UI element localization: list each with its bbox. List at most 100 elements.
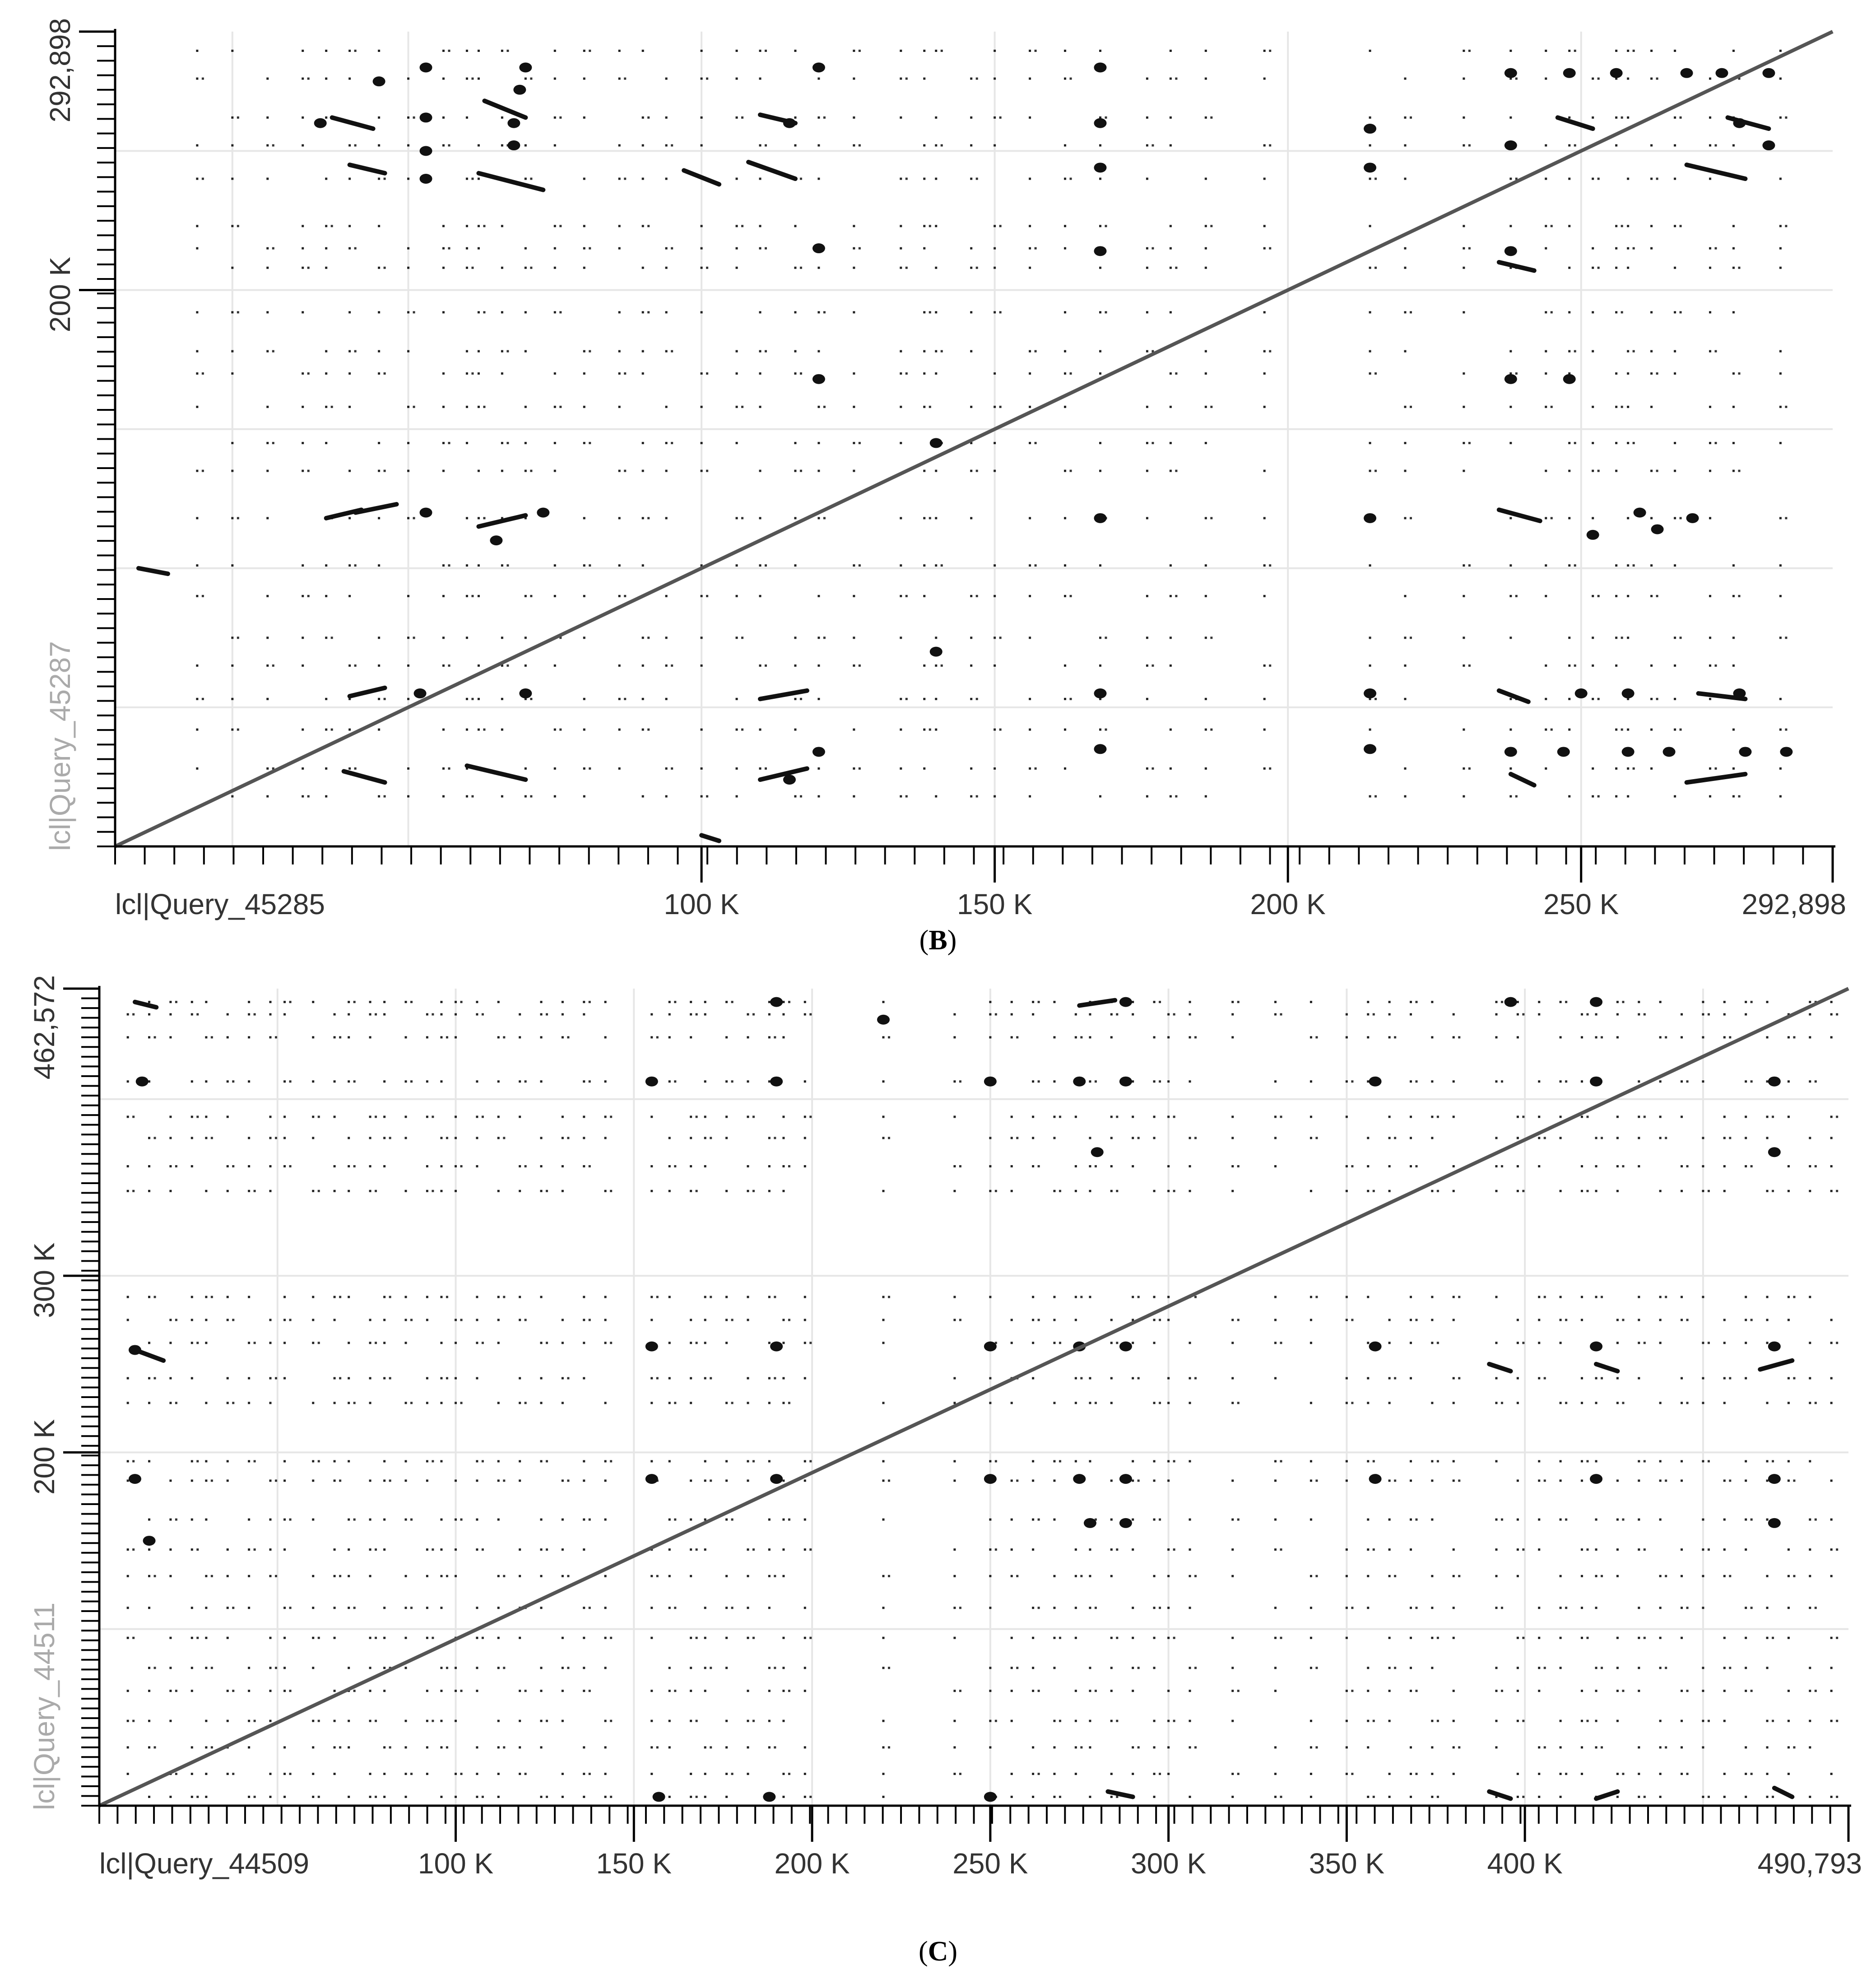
alignment-dot	[809, 1013, 812, 1016]
alignment-dot	[1543, 1746, 1546, 1749]
alignment-dot	[231, 116, 234, 119]
alignment-dot	[900, 795, 902, 798]
alignment-dot	[900, 697, 902, 700]
alignment-dot	[442, 144, 445, 147]
alignment-dot	[1779, 441, 1782, 444]
alignment-dot	[274, 1479, 277, 1482]
alignment-dot	[1410, 1773, 1412, 1775]
alignment-dot	[665, 144, 668, 147]
alignment-dot	[940, 50, 943, 52]
alignment-dot	[725, 1319, 728, 1321]
alignment-dot	[1167, 1013, 1170, 1016]
alignment-dot	[1468, 247, 1471, 250]
alignment-dot	[1074, 1296, 1077, 1298]
alignment-dot	[809, 1115, 812, 1118]
alignment-dot	[503, 1746, 506, 1749]
alignment-dot	[232, 1773, 235, 1775]
alignment-dot	[1627, 116, 1630, 119]
alignment-dot	[970, 795, 973, 798]
alignment-dot	[1595, 1013, 1597, 1016]
alignment-dot	[455, 1165, 457, 1168]
alignment-dot	[1616, 1137, 1619, 1139]
match-blob	[419, 173, 432, 184]
alignment-dot	[269, 1636, 272, 1639]
alignment-dot	[1509, 50, 1512, 52]
alignment-dot	[1830, 1690, 1833, 1692]
match-blob	[1364, 744, 1377, 754]
alignment-dot	[1702, 1607, 1704, 1609]
alignment-dot	[1707, 1548, 1710, 1551]
alignment-dot	[817, 311, 820, 314]
match-blob	[1504, 374, 1517, 384]
alignment-dot	[1595, 1189, 1597, 1192]
alignment-dot	[1515, 372, 1518, 375]
alignment-dot	[1153, 1518, 1156, 1521]
alignment-dot	[348, 350, 351, 353]
alignment-dot	[476, 1001, 478, 1004]
alignment-dot	[1152, 247, 1154, 250]
alignment-dot	[1053, 1080, 1056, 1083]
alignment-dot	[1404, 247, 1407, 250]
alignment-dot	[989, 1667, 992, 1669]
alignment-dot	[383, 1690, 386, 1692]
alignment-dot	[803, 1479, 806, 1482]
alignment-dot	[506, 50, 509, 52]
alignment-dot	[205, 1080, 208, 1083]
alignment-dot	[1053, 1746, 1056, 1749]
alignment-dot	[1152, 767, 1154, 770]
alignment-dot	[1053, 1001, 1056, 1004]
alignment-dot	[1388, 1342, 1391, 1344]
alignment-dot	[1345, 1548, 1348, 1551]
alignment-dot	[1659, 1746, 1662, 1749]
alignment-dot	[1452, 1377, 1455, 1380]
alignment-dot	[1766, 1036, 1769, 1039]
alignment-dot	[1659, 1036, 1662, 1039]
alignment-dot	[1105, 116, 1107, 119]
alignment-dot	[747, 1636, 749, 1639]
alignment-dot	[1074, 1719, 1077, 1722]
match-blob	[1715, 68, 1728, 78]
alignment-dot	[1345, 1319, 1348, 1321]
alignment-dot	[1274, 1296, 1277, 1298]
alignment-dot	[426, 1080, 428, 1083]
alignment-dot	[929, 311, 931, 314]
alignment-dot	[1559, 1746, 1562, 1749]
alignment-dot	[333, 1719, 336, 1722]
alignment-dot	[348, 225, 351, 228]
alignment-dot	[953, 1548, 956, 1551]
alignment-dot	[1137, 1137, 1140, 1139]
alignment-dot	[1745, 1690, 1747, 1692]
alignment-dot	[333, 1080, 336, 1083]
alignment-dot	[148, 1189, 151, 1192]
alignment-dot	[1369, 144, 1371, 147]
alignment-dot	[1793, 1296, 1796, 1298]
alignment-dot	[1580, 1636, 1583, 1639]
alignment-dot	[1580, 1690, 1583, 1692]
alignment-dot	[1522, 1548, 1525, 1551]
x-tick-label: 150 K	[957, 888, 1032, 920]
alignment-dot	[231, 469, 234, 472]
alignment-dot	[929, 225, 931, 228]
alignment-dot	[1388, 1402, 1391, 1404]
alignment-dot	[817, 350, 820, 353]
alignment-dot	[725, 1636, 728, 1639]
alignment-dot	[583, 1460, 585, 1463]
alignment-dot	[410, 1319, 413, 1321]
alignment-dot	[1169, 405, 1172, 408]
alignment-dot	[1269, 247, 1272, 250]
alignment-dot	[656, 1746, 659, 1749]
alignment-dot	[1309, 1080, 1312, 1083]
alignment-dot	[1779, 350, 1782, 353]
alignment-dot	[1729, 1137, 1732, 1139]
alignment-dot	[1787, 1115, 1790, 1118]
alignment-dot	[330, 225, 333, 228]
alignment-dot	[1110, 1165, 1113, 1168]
alignment-dot	[764, 50, 767, 52]
alignment-dot	[226, 1319, 229, 1321]
alignment-dot	[882, 1773, 885, 1775]
alignment-dot	[764, 247, 767, 250]
alignment-dot	[1707, 1460, 1710, 1463]
alignment-dot	[1538, 1518, 1541, 1521]
alignment-dot	[175, 1402, 177, 1404]
